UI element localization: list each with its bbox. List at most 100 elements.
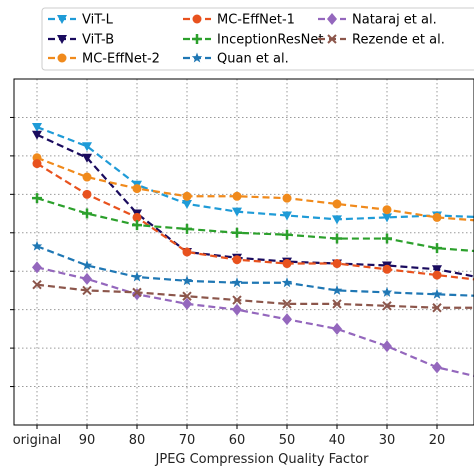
data-point-inceptionresnet [82, 208, 92, 219]
data-point-mc-effnet-1 [332, 259, 342, 269]
data-point-vit-l [32, 123, 42, 133]
data-point-inceptionresnet [32, 193, 42, 204]
series-line-mc-effnet-1 [36, 162, 474, 281]
data-point-nataraj-et-al [232, 303, 242, 316]
series-line-mc-effnet-2 [36, 156, 474, 222]
series-mc-effnet-1 [32, 159, 474, 281]
x-axis-label: JPEG Compression Quality Factor [155, 452, 370, 467]
legend-label: Nataraj et al. [352, 13, 437, 28]
data-point-vit-l [82, 142, 92, 152]
data-point-rezende-et-al [282, 299, 292, 309]
legend-item-nataraj-et-al: Nataraj et al. [318, 13, 437, 28]
series-layer [31, 123, 474, 377]
data-point-inceptionresnet [432, 243, 442, 254]
data-point-mc-effnet-1 [232, 255, 242, 265]
legend-marker [57, 35, 67, 44]
data-point-inceptionresnet [332, 233, 342, 244]
series-nataraj-et-al [32, 261, 474, 377]
legend-item-vit-l: ViT-L [48, 13, 114, 28]
data-point-vit-b [32, 130, 42, 140]
data-point-rezende-et-al [182, 291, 192, 301]
data-point-inceptionresnet [382, 233, 392, 244]
data-point-quan-et-al [381, 286, 393, 297]
grid-lines [14, 79, 474, 425]
series-quan-et-al [31, 240, 474, 299]
data-point-quan-et-al [131, 271, 143, 282]
data-point-vit-b [432, 265, 442, 275]
data-point-inceptionresnet [282, 229, 292, 240]
legend-marker [57, 53, 67, 63]
data-point-quan-et-al [431, 288, 443, 299]
series-rezende-et-al [32, 279, 474, 313]
x-tick-label: 70 [179, 433, 196, 448]
data-point-rezende-et-al [82, 285, 92, 296]
legend-item-quan-et-al: Quan et al. [183, 52, 289, 67]
x-tick-label: 60 [229, 433, 246, 448]
legend-label: Quan et al. [217, 52, 289, 67]
data-point-vit-l [182, 199, 192, 209]
data-point-inceptionresnet [182, 223, 192, 234]
series-line-vit-b [36, 133, 474, 278]
series-line-rezende-et-al [36, 283, 474, 309]
legend-label: ViT-L [82, 13, 114, 28]
legend-marker [192, 34, 202, 44]
data-point-mc-effnet-1 [182, 247, 192, 257]
series-vit-l [32, 123, 474, 225]
data-point-vit-l [382, 213, 392, 223]
legend-label: MC-EffNet-1 [217, 13, 295, 28]
legend-marker [57, 15, 67, 24]
series-line-quan-et-al [36, 245, 474, 297]
series-line-nataraj-et-al [36, 266, 474, 377]
data-point-mc-effnet-2 [132, 184, 142, 194]
data-point-quan-et-al [231, 277, 243, 288]
data-point-nataraj-et-al [32, 261, 42, 274]
x-tick-label: 50 [279, 433, 296, 448]
data-point-mc-effnet-2 [382, 205, 392, 215]
legend-item-vit-b: ViT-B [48, 33, 114, 48]
data-point-mc-effnet-2 [282, 193, 292, 203]
data-point-quan-et-al [331, 284, 343, 295]
series-line-vit-l [36, 126, 474, 221]
data-point-rezende-et-al [132, 287, 142, 298]
data-point-rezende-et-al [382, 301, 392, 311]
plot-frame [13, 78, 474, 426]
data-point-mc-effnet-1 [82, 189, 92, 199]
data-point-vit-l [332, 215, 342, 225]
legend-marker [327, 34, 337, 44]
data-point-mc-effnet-2 [82, 172, 92, 182]
x-tick-label: 80 [129, 433, 146, 448]
data-point-rezende-et-al [332, 299, 342, 309]
data-point-inceptionresnet [132, 220, 142, 231]
legend-box [41, 7, 474, 71]
x-tick-label: 20 [429, 433, 446, 448]
data-point-mc-effnet-1 [282, 259, 292, 269]
data-point-nataraj-et-al [132, 288, 142, 301]
data-point-mc-effnet-2 [332, 199, 342, 209]
x-tick-label: original [13, 433, 62, 448]
data-point-quan-et-al [81, 259, 93, 270]
data-point-quan-et-al [31, 240, 43, 251]
series-mc-effnet-2 [32, 153, 474, 222]
data-point-nataraj-et-al [382, 340, 392, 353]
axis-ticks: original908070605040302010 [10, 116, 446, 448]
legend-label: ViT-B [82, 33, 114, 48]
legend-label: Rezende et al. [352, 33, 445, 48]
data-point-vit-b [82, 153, 92, 163]
data-point-inceptionresnet [232, 227, 242, 238]
data-point-vit-l [282, 211, 292, 221]
data-point-nataraj-et-al [182, 297, 192, 310]
legend: ViT-L ViT-B MC-EffNet-2 MC-EffNet-1 Inceptio… [41, 7, 474, 71]
x-tick-label: 90 [79, 433, 96, 448]
data-point-mc-effnet-1 [132, 212, 142, 222]
data-point-mc-effnet-2 [182, 191, 192, 201]
series-inceptionresnet [32, 193, 474, 254]
legend-item-mc-effnet-1: MC-EffNet-1 [183, 13, 295, 28]
data-point-mc-effnet-1 [382, 264, 392, 274]
data-point-quan-et-al [281, 277, 293, 288]
data-point-mc-effnet-1 [432, 270, 442, 280]
x-tick-label: 40 [329, 433, 346, 448]
data-point-quan-et-al [181, 275, 193, 286]
x-tick-label: 30 [379, 433, 396, 448]
data-point-nataraj-et-al [282, 313, 292, 326]
